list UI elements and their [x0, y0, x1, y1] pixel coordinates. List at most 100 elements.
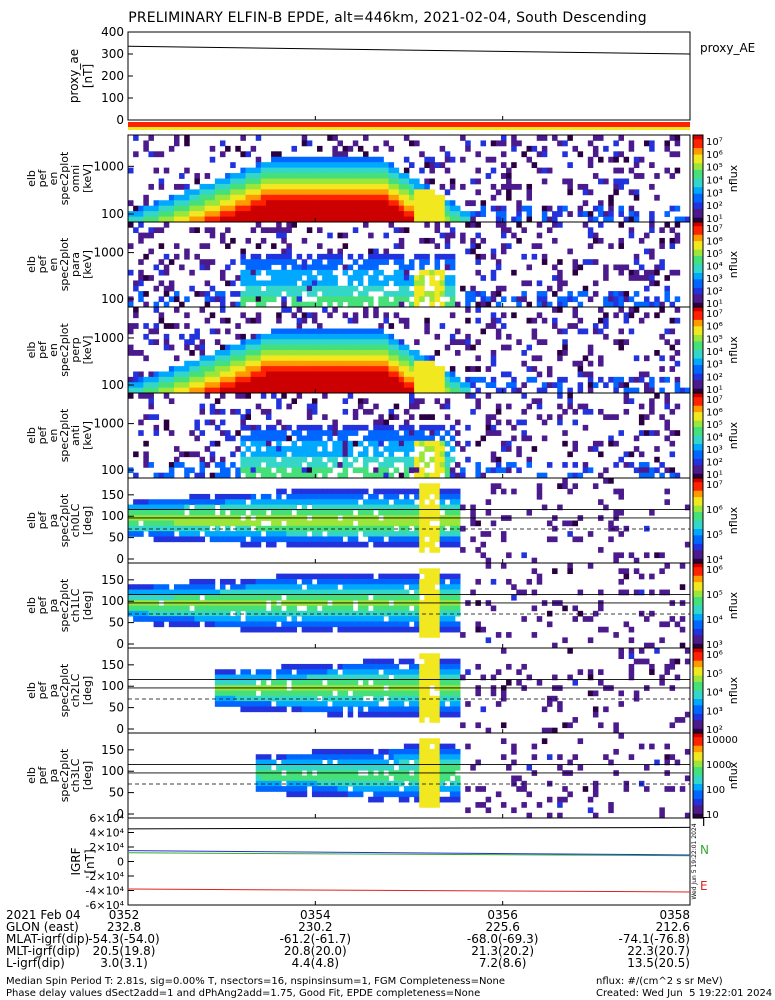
spectrogram-cell	[250, 178, 257, 185]
spectrogram-cell	[674, 317, 681, 324]
spectrogram-cell	[613, 183, 619, 190]
spectrogram-cell	[500, 488, 507, 495]
spectrogram-cell	[649, 269, 655, 276]
spectrogram-cell	[245, 690, 252, 697]
spectrogram-spec-en-perp	[128, 307, 691, 394]
spectrogram-cell	[567, 568, 573, 575]
spectrogram-cell	[276, 419, 282, 426]
spectrogram-cell	[598, 451, 604, 458]
spectrogram-cell	[199, 371, 206, 378]
spectrogram-cell	[296, 253, 303, 260]
spectrogram-cell	[296, 162, 303, 169]
spectrogram-cell	[480, 140, 487, 147]
spectrogram-cell	[327, 663, 333, 670]
spectrogram-cell	[378, 504, 384, 511]
spectrogram-cell	[337, 531, 343, 537]
colorbar-cell	[693, 319, 703, 323]
spectrogram-cell	[480, 552, 487, 559]
spectrogram-cell	[572, 269, 578, 276]
spectrogram-cell	[281, 584, 287, 590]
spectrogram-cell	[649, 610, 655, 617]
spectrogram-cell	[490, 291, 497, 297]
spectrogram-cell	[495, 328, 502, 335]
spectrogram-cell	[414, 301, 420, 308]
spectrogram-cell	[393, 227, 400, 234]
spectrogram-cell	[168, 145, 175, 152]
spectrogram-cell	[409, 616, 415, 622]
spectrogram-cell	[403, 178, 410, 185]
spectrogram-cell	[281, 355, 287, 362]
spectrogram-cell	[383, 573, 389, 580]
spectrogram-cell	[245, 360, 252, 367]
spectrogram-cell	[138, 216, 144, 223]
spectrogram-cell	[424, 376, 430, 383]
spectrogram-cell	[521, 616, 527, 622]
spectrogram-cell	[419, 275, 425, 281]
spectrogram-cell	[613, 178, 619, 185]
spectrogram-cell	[199, 344, 206, 351]
spectrogram-cell	[138, 594, 144, 601]
spectrogram-cell	[240, 173, 246, 179]
spectrogram-cell	[225, 173, 231, 179]
spectrogram-cell	[521, 589, 527, 596]
spectrogram-cell	[219, 307, 226, 313]
spectrogram-cell	[306, 509, 313, 516]
spectrogram-cell	[357, 376, 364, 383]
spectrogram-cell	[168, 509, 175, 516]
spectrogram-cell	[327, 382, 333, 389]
spectrogram-cell	[311, 520, 318, 527]
spectrogram-cell	[250, 435, 257, 442]
spectrogram-cell	[342, 194, 349, 201]
spectrogram-cell	[296, 621, 303, 628]
spectrogram-cell	[260, 211, 267, 217]
spectrogram-cell	[184, 183, 190, 190]
spectrogram-cell	[454, 509, 461, 516]
spectrogram-cell	[495, 222, 502, 228]
spectrogram-cell	[541, 435, 548, 442]
spectrogram-cell	[414, 275, 420, 281]
spectrogram-spec-en-anti	[128, 393, 681, 479]
spectrogram-cell	[613, 339, 619, 346]
spectrogram-cell	[470, 237, 476, 244]
spectrogram-cell	[260, 178, 267, 185]
spectrogram-cell	[659, 366, 665, 372]
spectrogram-cell	[311, 167, 318, 174]
spectrogram-cell	[306, 488, 313, 495]
panel-ylabel-line: spec2plot	[58, 578, 71, 632]
spectrogram-cell	[398, 189, 405, 196]
spectrogram-cell	[393, 594, 400, 601]
spectrogram-cell	[546, 536, 553, 543]
spectrogram-cell	[235, 189, 241, 196]
spectrogram-cell	[209, 145, 216, 152]
spectrogram-cell	[526, 317, 533, 324]
spectrogram-cell	[179, 366, 185, 372]
spectrogram-cell	[255, 178, 262, 185]
spectrogram-cell	[577, 382, 584, 389]
spectrogram-cell	[398, 301, 405, 308]
spectrogram-cell	[490, 205, 497, 212]
spectrogram-cell	[546, 462, 553, 468]
spectrogram-cell	[327, 280, 333, 287]
colorbar-cell	[693, 388, 703, 392]
spectrogram-cell	[638, 451, 645, 458]
colorbar-tick-label: 10⁷	[706, 309, 723, 320]
spectrogram-cell	[250, 183, 257, 190]
spectrogram-cell	[271, 156, 277, 163]
spectrogram-cell	[173, 536, 180, 543]
spectrogram-cell	[209, 232, 216, 239]
spectrogram-cell	[271, 594, 277, 601]
colorbar-cell	[693, 193, 703, 197]
spectrogram-cell	[286, 509, 292, 516]
spectrogram-cell	[204, 291, 211, 297]
spectrogram-cell	[388, 216, 395, 223]
spectrogram-cell	[342, 156, 349, 163]
spectrogram-cell	[301, 167, 308, 174]
spectrogram-cell	[189, 594, 195, 601]
spectrogram-cell	[332, 205, 338, 212]
colorbar-cell	[693, 535, 703, 539]
spectrogram-cell	[557, 504, 563, 511]
spectrogram-cell	[311, 350, 318, 356]
spectrogram-cell	[276, 398, 282, 405]
spectrogram-cell	[143, 520, 149, 527]
colorbar-cell	[693, 456, 703, 460]
